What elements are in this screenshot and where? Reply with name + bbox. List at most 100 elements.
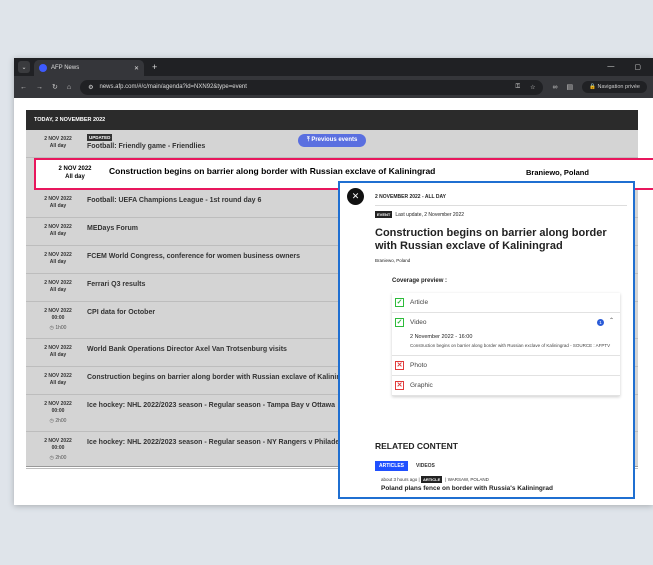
agenda-row[interactable]: 2 NOV 2022 All day World Bank Operations D… — [26, 339, 638, 367]
clock-icon: ◷ — [49, 455, 54, 461]
row-title: Ferrari Q3 results — [87, 281, 145, 288]
row-title-text: World Bank Operations Director Axel Van … — [87, 346, 287, 353]
clock-icon: ◷ — [49, 325, 54, 331]
agenda-row[interactable]: 2 NOV 2022 All day Ferrari Q3 results — [26, 274, 638, 302]
tab-title: AFP News — [51, 65, 80, 71]
coverage-label-text: Photo — [410, 362, 427, 369]
reload-icon[interactable]: ↻ — [52, 84, 58, 91]
coverage-label-text: Graphic — [410, 382, 433, 389]
forward-icon[interactable]: → — [36, 83, 43, 91]
private-browsing-button[interactable]: 🔒 Navigation privée — [582, 81, 647, 93]
row-title: FCEM World Congress, conference for wome… — [87, 253, 300, 260]
row-time: 00:00 — [51, 408, 65, 414]
clock-icon: ◷ — [49, 418, 54, 424]
row-title-text: Football: Friendly game - Friendlies — [87, 143, 206, 150]
row-date-text: 2 NOV 2022 — [44, 224, 72, 230]
row-title: Construction begins on barrier along bor… — [87, 374, 356, 381]
new-tab-button[interactable]: + — [152, 62, 158, 72]
row-time: All day — [49, 287, 67, 293]
maximize-icon[interactable]: ▢ — [634, 64, 641, 71]
row-date: 2 NOV 2022 All day — [40, 136, 76, 150]
check-icon: ✓ — [395, 318, 404, 327]
coverage-item[interactable]: ✕ Photo — [392, 356, 620, 376]
event-location: Braniewo, Poland — [526, 168, 589, 177]
agenda-row[interactable]: 2 NOV 2022 00:00 ◷ 1h00 CPI data for Octobe… — [26, 302, 638, 339]
row-duration: ◷ 1h00 — [40, 325, 76, 332]
link-icon[interactable]: ∞ — [552, 83, 558, 91]
row-date-text: 2 NOV 2022 — [44, 196, 72, 202]
password-key-icon[interactable]: ⚿ — [515, 83, 521, 90]
site-info-icon[interactable]: ⚙ — [88, 84, 94, 91]
tab-videos[interactable]: VIDEOS — [416, 463, 435, 469]
related-content-title: RELATED CONTENT — [375, 441, 458, 451]
row-time: All day — [49, 231, 67, 237]
row-title: CPI data for October — [87, 309, 155, 316]
home-icon[interactable]: ⌂ — [66, 83, 72, 91]
row-title: MEDays Forum — [87, 225, 138, 232]
tab-articles[interactable]: ARTICLES — [375, 461, 408, 471]
coverage-item[interactable]: ✓ Article — [392, 293, 620, 313]
divider — [375, 205, 627, 206]
row-date: 2 NOV 2022 00:00 ◷ 2h00 — [40, 401, 76, 425]
row-date: 2 NOV 2022 00:00 ◷ 2h00 — [40, 438, 76, 462]
row-date-text: 2 NOV 2022 — [44, 373, 72, 379]
row-title: UPDATED Football: Friendly game - Friendl… — [87, 134, 205, 150]
last-update: Last update, 2 November 2022 — [395, 212, 465, 218]
related-article-link[interactable]: Poland plans fence on border with Russia… — [381, 485, 554, 492]
row-time: All day — [49, 203, 67, 209]
row-time: All day — [49, 380, 67, 386]
agenda-row[interactable]: 2 NOV 2022 All day Football: UEFA Champion… — [26, 190, 638, 218]
row-title-text: Ice hockey: NHL 2022/2023 season - Regul… — [87, 439, 356, 446]
tab-bar: ⌄ AFP News ✕ + — ▢ — [14, 58, 653, 76]
related-location: WARSAW, POLAND — [447, 477, 489, 482]
coverage-list: ✓ Article ✓ Video 1 ⌃ 2 November 2022 - 16:00 C… — [392, 293, 620, 396]
coverage-label-text: Article — [410, 299, 429, 306]
event-date: 2 NOV 2022 — [58, 166, 92, 172]
row-title: Ice hockey: NHL 2022/2023 season - Regul… — [87, 439, 356, 446]
agenda-row[interactable]: 2 NOV 2022 All day Construction begins on … — [26, 367, 638, 395]
duration-text: 2h00 — [55, 418, 67, 424]
url-input[interactable]: ⚙ news.afp.com/#/c/main/agenda?id=NXN92&… — [80, 79, 544, 95]
row-time: All day — [49, 143, 67, 149]
row-title-text: Construction begins on barrier along bor… — [87, 374, 356, 381]
coverage-item[interactable]: ✕ Graphic — [392, 376, 620, 396]
url-text: news.afp.com/#/c/main/agenda?id=NXN92&ty… — [99, 84, 247, 90]
agenda-row[interactable]: 2 NOV 2022 All day UPDATED Football: Friend… — [26, 130, 638, 158]
row-title-text: Ferrari Q3 results — [87, 281, 146, 288]
row-date: 2 NOV 2022 All day — [40, 280, 76, 294]
check-icon: ✓ — [395, 298, 404, 307]
translate-icon[interactable]: ▤ — [566, 84, 574, 91]
cross-icon: ✕ — [395, 381, 404, 390]
row-duration: ◷ 2h00 — [40, 455, 76, 462]
row-date-text: 2 NOV 2022 — [44, 308, 72, 314]
afp-favicon-icon — [39, 64, 47, 72]
coverage-item[interactable]: ✓ Video 1 ⌃ 2 November 2022 - 16:00 Construct… — [392, 313, 620, 356]
chevron-up-icon[interactable]: ⌃ — [608, 318, 614, 324]
row-title-text: Ice hockey: NHL 2022/2023 season - Regul… — [87, 402, 335, 409]
video-date: 2 November 2022 - 16:00 — [410, 334, 473, 340]
row-date: 2 NOV 2022 All day — [40, 373, 76, 387]
agenda-row[interactable]: 2 NOV 2022 All day MEDays Forum — [26, 218, 638, 246]
close-icon[interactable]: ✕ — [347, 188, 364, 205]
browser-tab[interactable]: AFP News ✕ — [34, 60, 144, 76]
agenda-row[interactable]: 2 NOV 2022 00:00 ◷ 2h00 Ice hockey: NHL 202… — [26, 432, 638, 469]
row-date-text: 2 NOV 2022 — [44, 280, 72, 286]
back-icon[interactable]: ← — [20, 83, 27, 91]
row-date-text: 2 NOV 2022 — [44, 136, 72, 142]
tab-list-button[interactable]: ⌄ — [18, 61, 30, 73]
bookmark-star-icon[interactable]: ☆ — [530, 84, 536, 91]
detail-date: 2 NOVEMBER 2022 - ALL DAY — [375, 194, 446, 200]
agenda-row[interactable]: 2 NOV 2022 All day FCEM World Congress, co… — [26, 246, 638, 274]
agenda-row[interactable]: 2 NOV 2022 00:00 ◷ 2h00 Ice hockey: NHL 202… — [26, 395, 638, 432]
row-time: All day — [49, 259, 67, 265]
row-time: 00:00 — [51, 315, 65, 321]
coverage-label-text: Video — [410, 319, 427, 326]
row-date-text: 2 NOV 2022 — [44, 345, 72, 351]
row-title-text: CPI data for October — [87, 309, 156, 316]
previous-events-label: Previous events — [311, 137, 358, 143]
row-date-text: 2 NOV 2022 — [44, 252, 72, 258]
minimize-icon[interactable]: — — [607, 63, 615, 70]
close-tab-icon[interactable]: ✕ — [133, 65, 139, 72]
previous-events-button[interactable]: ⤒ Previous events — [298, 134, 367, 147]
cross-icon: ✕ — [395, 361, 404, 370]
